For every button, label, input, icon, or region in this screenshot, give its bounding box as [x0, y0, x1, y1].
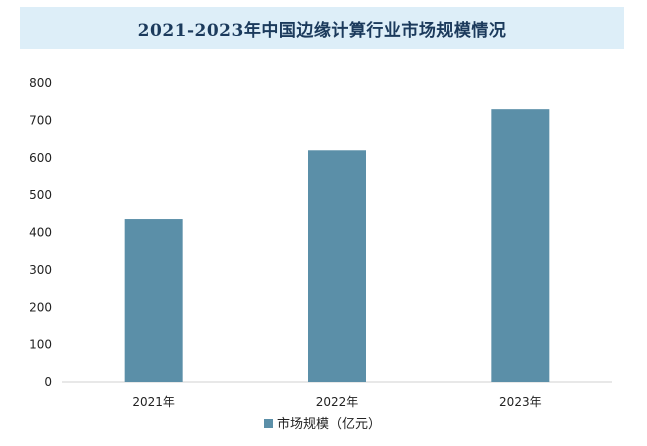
- chart-title: 2021-2023年中国边缘计算行业市场规模情况: [137, 20, 507, 41]
- y-axis: 0 100 200 300 400 500 600 700 800: [29, 76, 52, 389]
- y-tick-label: 700: [29, 113, 52, 127]
- bars: [124, 109, 550, 382]
- y-tick-label: 300: [29, 263, 52, 277]
- legend-label: 市场规模（亿元）: [277, 416, 381, 432]
- y-tick-label: 100: [29, 338, 52, 352]
- y-tick-label: 600: [29, 151, 52, 165]
- x-tick-label: 2022年: [316, 395, 359, 409]
- x-axis: 2021年 2022年 2023年: [62, 381, 612, 409]
- legend: 市场规模（亿元）: [264, 416, 381, 432]
- y-tick-label: 400: [29, 226, 52, 240]
- x-tick-label: 2023年: [499, 395, 542, 409]
- x-tick-label: 2021年: [132, 395, 175, 409]
- bar: [124, 219, 183, 382]
- chart-title-bar: 2021-2023年中国边缘计算行业市场规模情况: [20, 7, 624, 49]
- y-tick-label: 0: [44, 375, 52, 389]
- bar: [308, 150, 366, 382]
- y-tick-label: 800: [29, 76, 52, 90]
- bar: [491, 109, 550, 382]
- y-tick-label: 500: [29, 188, 52, 202]
- y-tick-label: 200: [29, 300, 52, 314]
- legend-swatch: [264, 419, 273, 428]
